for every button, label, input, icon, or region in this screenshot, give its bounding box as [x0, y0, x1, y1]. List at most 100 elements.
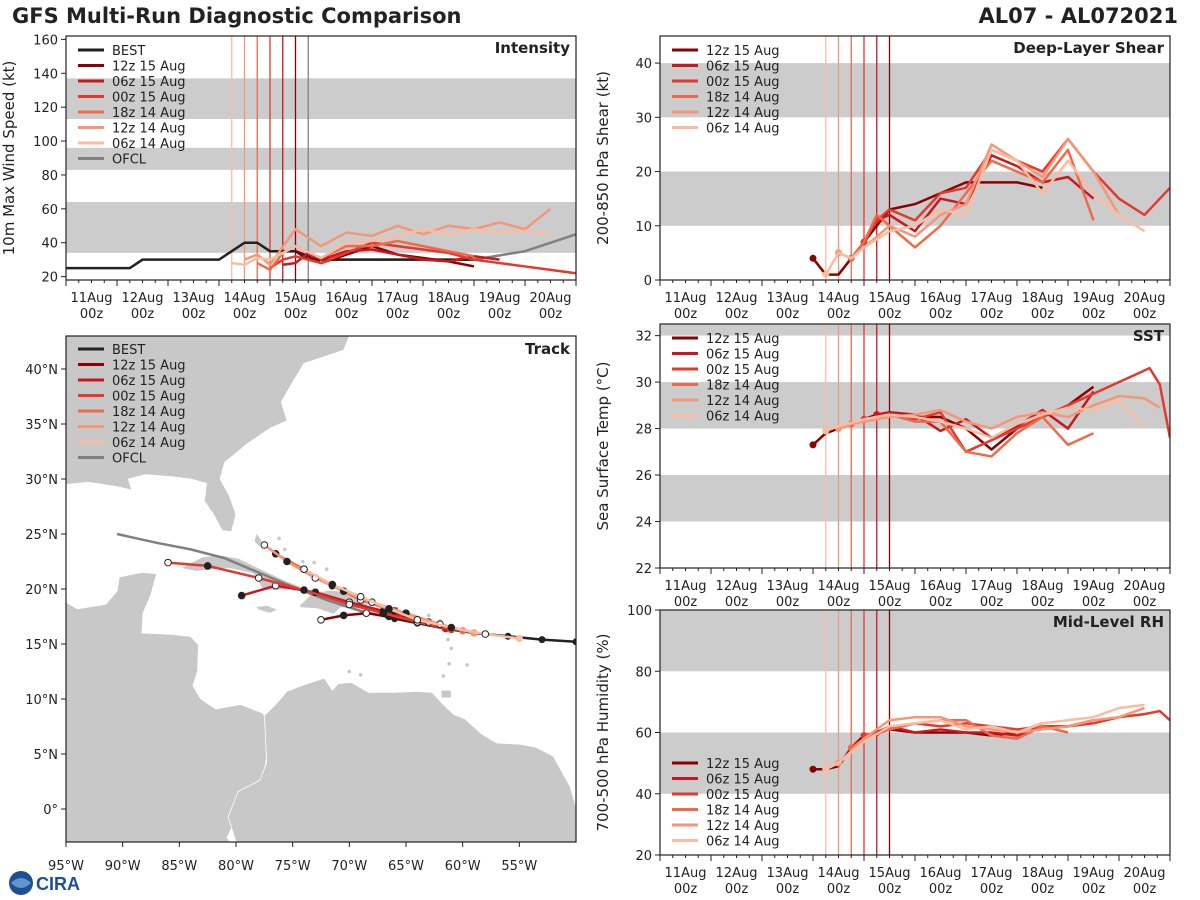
rh-xtick-label: 00z	[929, 882, 953, 897]
track-lat-label: 40°N	[25, 363, 58, 378]
intensity-ytick-label: 100	[33, 135, 58, 150]
track-best-point	[572, 638, 576, 646]
sst-ytick-label: 30	[635, 376, 652, 391]
track-point	[300, 586, 308, 594]
track-lat-label: 35°N	[25, 418, 58, 433]
land-trinidad	[440, 689, 452, 699]
shear-xtick-label: 00z	[878, 307, 902, 322]
shear-series-line	[824, 148, 1146, 276]
cira-logo: CIRA	[9, 871, 80, 895]
intensity-legend-label: 00z 15 Aug	[112, 91, 186, 106]
intensity-xtick-label: 00z	[131, 307, 155, 322]
sst-xtick-label: 19Aug	[1073, 579, 1115, 594]
intensity-ytick-label: 80	[41, 169, 58, 184]
track-point	[300, 565, 308, 574]
intensity-ytick-label: 20	[41, 271, 58, 286]
track-point	[164, 558, 172, 567]
track-point	[447, 623, 456, 632]
rh-legend-label: 06z 15 Aug	[706, 773, 780, 788]
track-lon-label: 65°W	[388, 859, 424, 874]
intensity-plot-area	[66, 36, 576, 280]
rh-ytick-label: 60	[635, 727, 652, 742]
shear-xtick-label: 17Aug	[971, 291, 1013, 306]
shear-xtick-label: 20Aug	[1124, 291, 1166, 306]
island	[465, 663, 470, 667]
intensity-legend-label: 12z 14 Aug	[112, 122, 186, 137]
sst-band	[660, 475, 1170, 522]
shear-xtick-label: 00z	[980, 307, 1004, 322]
sst-xtick-label: 20Aug	[1124, 579, 1166, 594]
island	[282, 547, 287, 552]
shear-xtick-label: 00z	[1031, 307, 1055, 322]
intensity-series-line	[269, 241, 576, 275]
track-lat-label: 25°N	[25, 528, 58, 543]
rh-init-marker	[809, 765, 817, 773]
intensity-xtick-label: 19Aug	[479, 291, 521, 306]
track-point	[328, 580, 337, 589]
rh-init-marker	[822, 765, 830, 773]
rh-xtick-label: 11Aug	[665, 866, 707, 881]
track-legend-label: 12z 15 Aug	[112, 359, 186, 374]
rh-xtick-label: 00z	[776, 882, 800, 897]
rh-xtick-label: 00z	[827, 882, 851, 897]
sst-ylabel: Sea Surface Temp (°C)	[594, 361, 612, 530]
shear-legend-label: 00z 15 Aug	[706, 75, 780, 90]
shear-xtick-label: 14Aug	[818, 291, 860, 306]
rh-plot-area	[660, 610, 1170, 855]
intensity-xtick-label: 18Aug	[428, 291, 470, 306]
rh-xtick-label: 14Aug	[818, 866, 860, 881]
rh-xtick-label: 00z	[980, 882, 1004, 897]
sst-xtick-label: 00z	[725, 595, 749, 610]
sst-xtick-label: 00z	[878, 595, 902, 610]
intensity-xtick-label: 00z	[386, 307, 410, 322]
shear-ytick-label: 10	[635, 220, 652, 235]
sst-legend-label: 12z 15 Aug	[706, 332, 780, 347]
rh-xtick-label: 19Aug	[1073, 866, 1115, 881]
sst-xtick-label: 14Aug	[818, 579, 860, 594]
intensity-xtick-label: 16Aug	[326, 291, 368, 306]
track-title: Track	[525, 340, 571, 358]
track-point	[283, 557, 291, 566]
shear-ytick-label: 0	[644, 274, 652, 289]
sst-legend-label: 00z 15 Aug	[706, 363, 780, 378]
track-legend-label: OFCL	[112, 452, 147, 467]
sst-legend-label: 18z 14 Aug	[706, 379, 780, 394]
rh-ytick-label: 80	[635, 665, 652, 680]
sst-xtick-label: 11Aug	[665, 579, 707, 594]
track-lat-label: 0°	[43, 803, 58, 818]
track-point	[481, 630, 490, 638]
intensity-legend-label: 12z 15 Aug	[112, 60, 186, 75]
shear-xtick-label: 11Aug	[665, 291, 707, 306]
shear-xtick-label: 00z	[929, 307, 953, 322]
sst-legend-label: 12z 14 Aug	[706, 394, 780, 409]
track-lat-label: 20°N	[25, 583, 58, 598]
shear-xtick-label: 00z	[827, 307, 851, 322]
rh-xtick-label: 00z	[878, 882, 902, 897]
rh-ytick-label: 20	[635, 849, 652, 864]
rh-xtick-label: 17Aug	[971, 866, 1013, 881]
island	[441, 674, 446, 678]
land-andros	[253, 531, 263, 548]
island	[301, 559, 305, 564]
intensity-best-line	[66, 241, 474, 270]
intensity-xtick-label: 13Aug	[173, 291, 215, 306]
intensity-xtick-label: 00z	[182, 307, 206, 322]
sst-init-marker	[809, 441, 817, 449]
sst-init-marker	[822, 427, 830, 435]
shear-ytick-label: 20	[635, 166, 652, 181]
track-legend-label: 00z 15 Aug	[112, 390, 186, 405]
rh-series-line	[825, 703, 1145, 771]
shear-xtick-label: 00z	[725, 307, 749, 322]
land-jamaica	[254, 605, 279, 614]
track-legend-label: 06z 14 Aug	[112, 436, 186, 451]
sst-ytick-label: 32	[635, 330, 652, 345]
rh-ytick-label: 40	[635, 788, 652, 803]
intensity-xtick-label: 00z	[284, 307, 308, 322]
intensity-band	[66, 147, 576, 170]
sst-series-line	[825, 399, 1146, 440]
page-title: GFS Multi-Run Diagnostic Comparison	[12, 4, 462, 28]
intensity-xtick-label: 00z	[80, 307, 104, 322]
